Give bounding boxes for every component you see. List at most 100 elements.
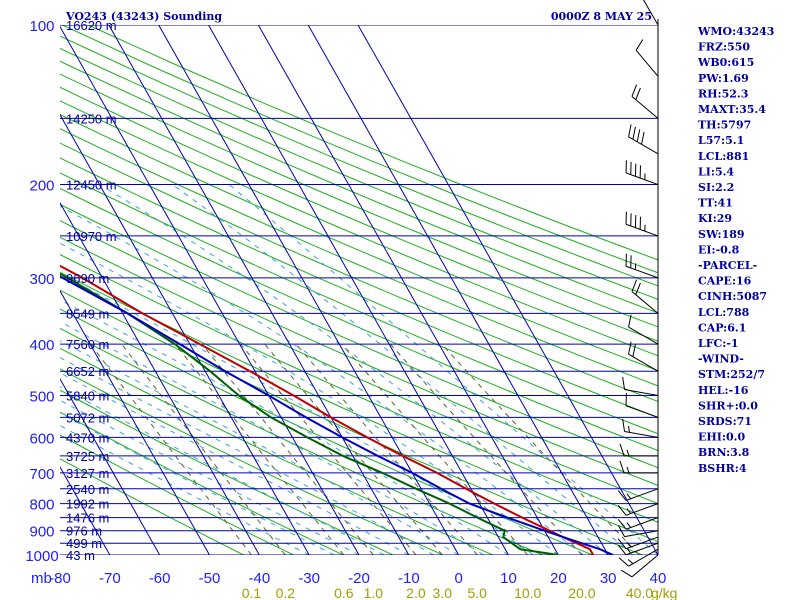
dry-adiabat [60,142,658,403]
index-line: TT:41 [698,197,733,210]
index-line: PW:1.69 [698,72,749,85]
temperature-tick-label: 10 [500,570,517,587]
mixing-ratio-unit-label: g/kg [651,585,677,600]
isotherm-line [108,25,410,555]
dry-adiabat [60,203,658,469]
index-line: BRN:3.8 [698,446,750,459]
temperature-tick-label: -70 [99,570,121,587]
mixing-ratio-tick-label: 0.6 [334,585,354,600]
index-line: HEL:-16 [698,384,749,397]
temperature-tick-label: -40 [248,570,270,587]
moist-adiabat [60,242,559,555]
isotherm-line [60,113,310,555]
dry-adiabats [60,25,658,555]
dry-adiabat [60,60,658,314]
index-line: -PARCEL- [698,259,757,272]
index-line: L57:5.1 [698,134,744,147]
isotherm-line [60,289,210,555]
mixing-ratio-tick-label: 5.0 [467,585,487,600]
isotherm-line [357,25,658,555]
dry-adiabat [60,253,658,523]
index-line: MAXT:35.4 [698,103,766,116]
mixing-ratio-line [341,343,529,555]
isotherm-line [257,25,559,555]
index-line: SI:2.2 [698,181,734,194]
mixing-ratio-tick-label: 2.0 [406,585,426,600]
index-line: KI:29 [698,212,732,225]
pressure-tick-label: 300 [29,271,54,288]
isotherm-line [307,25,609,555]
sounding-profiles [60,264,614,555]
pressure-tick-label: 600 [29,430,54,447]
wind-barb [618,525,659,538]
dry-adiabat [60,114,658,372]
wind-barb [635,39,659,77]
index-line: -WIND- [698,353,744,366]
index-line: LFC:-1 [698,337,739,350]
isotherms [0,25,658,555]
height-label: 8549 m [66,306,109,321]
pressure-tick-label: 400 [29,337,54,354]
pressure-tick-label: 200 [29,178,54,195]
height-label: 1992 m [66,497,109,512]
dry-adiabat [60,187,658,452]
dry-adiabat [60,389,394,555]
dry-adiabat [60,128,658,387]
pressure-tick-label: 700 [29,466,54,483]
mixing-ratio-line [201,343,374,555]
index-line: SW:189 [698,228,745,241]
index-line: TH:5797 [698,119,751,132]
dry-adiabat [60,157,658,418]
pressure-tick-label: 900 [29,524,54,541]
pressure-tick-label: 1000 [25,548,58,565]
sounding-series-2 [60,275,614,555]
isotherm-line [0,25,10,555]
height-label: 10970 m [66,229,117,244]
dry-adiabat [60,220,658,487]
mixing-ratio-line [389,343,583,555]
index-line: FRZ:550 [698,41,750,54]
temperature-tick-label: 0 [454,570,462,587]
moist-adiabat [228,184,658,555]
wind-barb [625,393,659,418]
height-label: 1476 m [66,511,109,526]
index-line: STM:252/7 [698,368,765,381]
wind-barb [628,341,659,372]
index-line: EHI:0.0 [698,431,745,444]
height-label: 976 m [66,524,102,539]
wind-barb [622,418,659,438]
temperature-tick-label: 40 [650,570,667,587]
wind-barb [617,503,659,516]
height-label: 7560 m [66,337,109,352]
dry-adiabat [62,25,658,274]
wind-barb [617,536,659,550]
pressure-tick-label: 500 [29,388,54,405]
isotherm-line [60,377,161,555]
temperature-tick-label: -60 [149,570,171,587]
wind-barb [625,160,659,186]
wind-barb [620,554,659,578]
wind-barb [619,460,658,474]
height-label: 5072 m [66,410,109,425]
temperature-tick-label: -50 [199,570,221,587]
sounding-series-1 [60,272,559,555]
chart-datetime: 0000Z 8 MAY 25 [551,10,652,23]
wind-barb [618,548,659,567]
height-label: 14250 m [66,111,117,126]
temperature-tick-label: -30 [298,570,320,587]
temperature-tick-label: -80 [49,570,71,587]
moist-adiabat [172,184,634,555]
index-line: LCL:788 [698,306,750,319]
temperature-tick-label: -20 [348,570,370,587]
height-label: 2540 m [66,482,109,497]
mixing-ratio-tick-label: 40.0 [626,585,653,600]
height-label: 6652 m [66,364,109,379]
height-label: 3127 m [66,466,109,481]
wind-barbs [617,0,659,578]
index-line: RH:52.3 [698,87,748,100]
wind-barb [622,376,659,396]
moist-adiabat [60,386,385,555]
dry-adiabat [60,100,658,357]
pressure-tick-label: 100 [29,18,54,35]
